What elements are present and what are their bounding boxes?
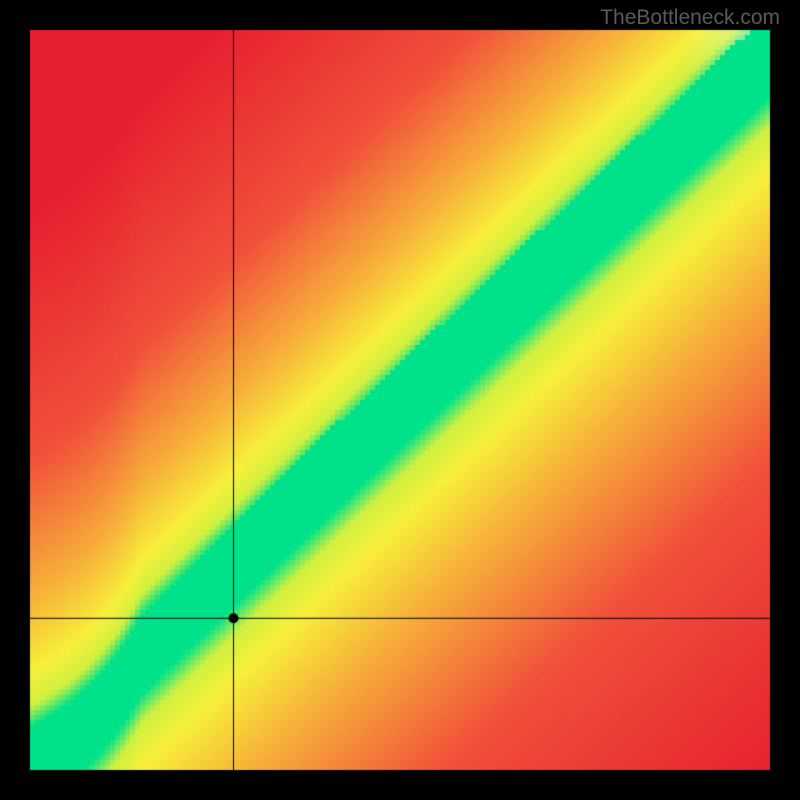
bottleneck-heatmap-chart: TheBottleneck.com (0, 0, 800, 800)
heatmap-canvas (0, 0, 800, 800)
watermark-text: TheBottleneck.com (600, 6, 780, 30)
